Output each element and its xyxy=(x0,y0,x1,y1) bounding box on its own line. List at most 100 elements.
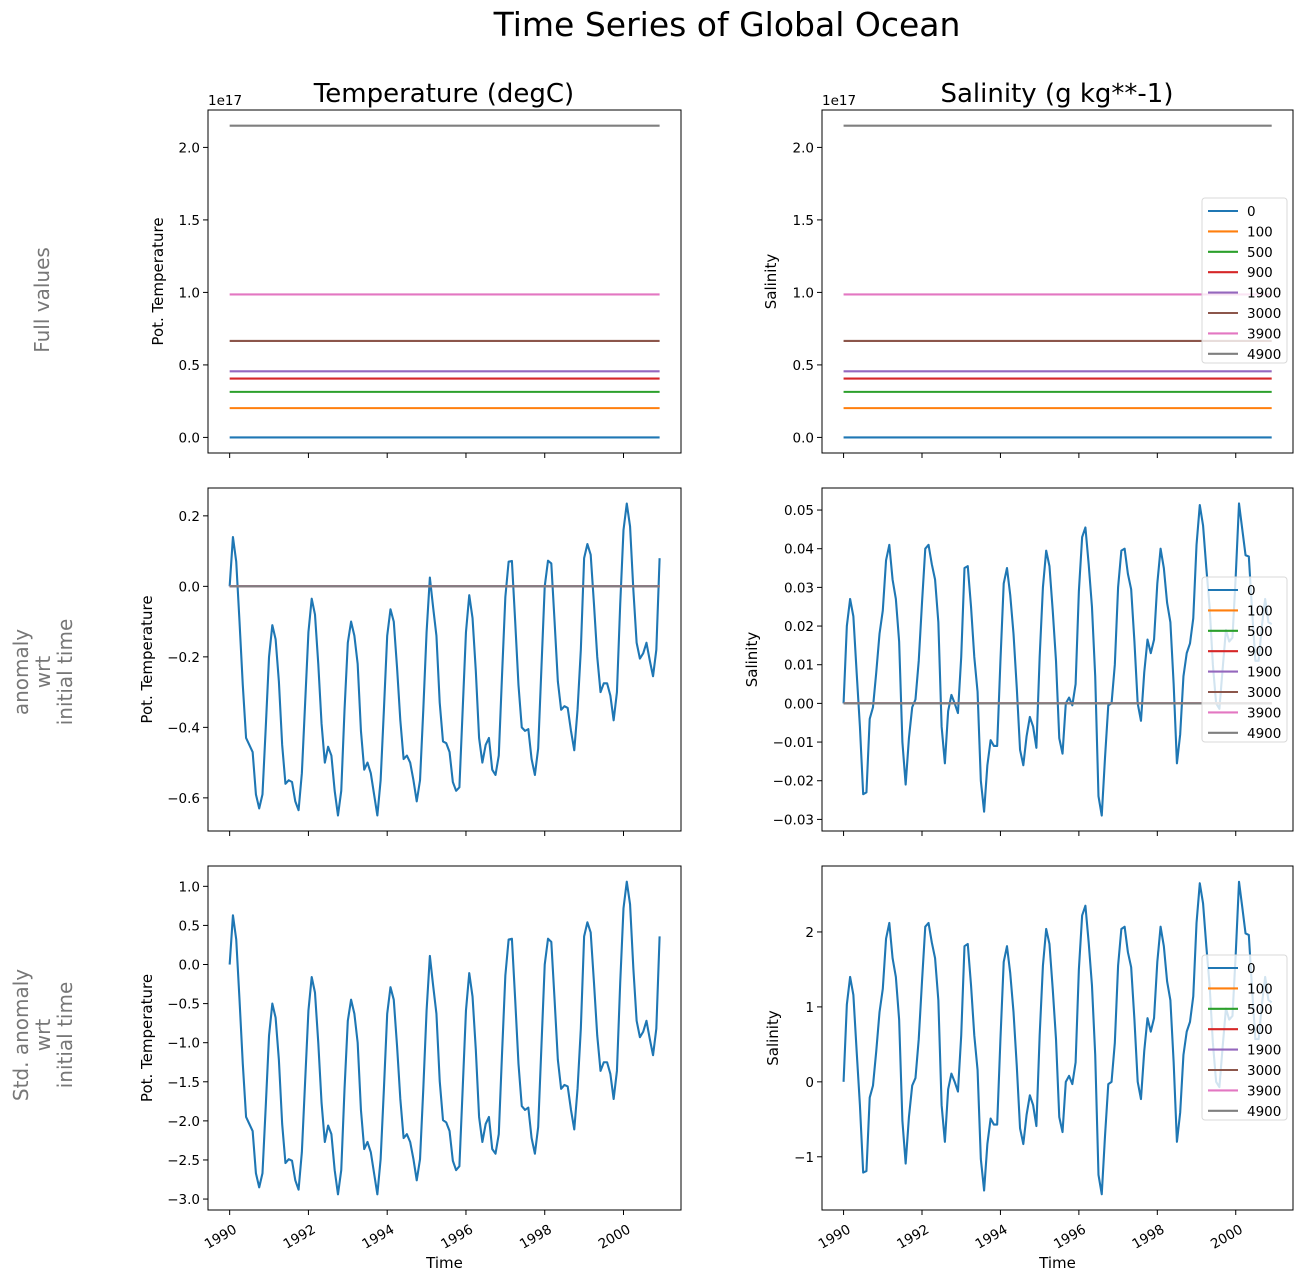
row-label-line: anomaly xyxy=(9,629,33,715)
column-title-temperature: Temperature (degC) xyxy=(313,79,574,109)
y-tick-label: 1.5 xyxy=(179,213,200,229)
row-label-line: Std. anomaly xyxy=(9,969,33,1101)
legend-item-100: 100 xyxy=(1208,981,1273,997)
legend-item-3000: 3000 xyxy=(1208,1063,1281,1079)
y-tick-label: 1.0 xyxy=(179,285,200,301)
row-label-anomaly: anomaly wrt initial time xyxy=(9,619,77,726)
y-tick-label: 1 xyxy=(805,1000,814,1016)
row-label-line: Full values xyxy=(30,247,54,353)
y-axis-label: Pot. Temperature xyxy=(138,595,156,723)
legend-item-0: 0 xyxy=(1208,961,1256,977)
y-tick-label: 2.0 xyxy=(793,140,814,156)
x-tick-label: 1990 xyxy=(816,1222,854,1253)
y-tick-label: 2.0 xyxy=(179,140,200,156)
y-tick-label: 0.0 xyxy=(793,430,814,446)
panel-1-0: −0.6 −0.4 −0.2 0.0 0.2 Pot. Temperature xyxy=(138,487,682,836)
y-tick-label: 0 xyxy=(805,1075,814,1091)
panel-1-1: −0.03 −0.02 −0.01 0.00 0.01 0.02 0.03 0.04 0.05 S… xyxy=(743,487,1294,836)
legend-label: 4900 xyxy=(1247,347,1281,363)
legend-item-4900: 4900 xyxy=(1208,347,1281,363)
legend-label: 0 xyxy=(1247,204,1256,220)
x-tick-label: 1992 xyxy=(281,1222,319,1253)
x-tick-label: 1996 xyxy=(1051,1222,1089,1253)
legend-item-900: 900 xyxy=(1208,1022,1273,1038)
x-axis-label: Time xyxy=(1038,1254,1076,1272)
y-axis-label: Pot. Temperature xyxy=(138,974,156,1102)
y-tick-label: −0.03 xyxy=(773,812,814,828)
legend-label: 500 xyxy=(1247,624,1273,640)
y-tick-label: 0.2 xyxy=(179,509,200,525)
row-label-line: wrt xyxy=(31,656,55,689)
legend-label: 4900 xyxy=(1247,726,1281,742)
y-offset-text: 1e17 xyxy=(822,93,856,109)
y-tick-label: −0.5 xyxy=(167,997,200,1013)
legend-item-900: 900 xyxy=(1208,644,1273,660)
legend-label: 4900 xyxy=(1247,1104,1281,1120)
legend-label: 500 xyxy=(1247,1002,1273,1018)
legend-label: 900 xyxy=(1247,265,1273,281)
axes-frame xyxy=(821,109,1294,454)
y-tick-label: 1.0 xyxy=(179,879,200,895)
axes-frame xyxy=(821,487,1294,832)
legend-label: 100 xyxy=(1247,224,1273,240)
y-tick-label: 0.05 xyxy=(784,503,814,519)
legend-item-3900: 3900 xyxy=(1208,326,1281,342)
legend-item-3000: 3000 xyxy=(1208,306,1281,322)
x-tick-label: 1994 xyxy=(359,1222,397,1253)
axes-frame xyxy=(821,865,1294,1211)
legend-item-0: 0 xyxy=(1208,583,1256,599)
legend-box xyxy=(1201,197,1288,364)
axes-frame xyxy=(207,487,682,832)
legend: 0 100 500 900 1900 3000 3900 4900 xyxy=(1201,576,1288,743)
legend: 0 100 500 900 1900 3000 3900 4900 xyxy=(1201,954,1288,1121)
y-tick-label: 0.04 xyxy=(784,542,814,558)
y-tick-label: −0.6 xyxy=(167,791,200,807)
x-tick-label: 2000 xyxy=(596,1222,634,1253)
legend-label: 3000 xyxy=(1247,306,1281,322)
legend-item-500: 500 xyxy=(1208,1002,1273,1018)
legend-item-0: 0 xyxy=(1208,204,1256,220)
legend-label: 1900 xyxy=(1247,665,1281,681)
panel-0-1: 0.0 0.5 1.0 1.5 2.0 1e17 Salinity 0 100 500 900 190… xyxy=(762,93,1294,458)
legend-item-500: 500 xyxy=(1208,245,1273,261)
legend-label: 100 xyxy=(1247,981,1273,997)
legend-item-500: 500 xyxy=(1208,624,1273,640)
legend-label: 900 xyxy=(1247,644,1273,660)
legend-label: 0 xyxy=(1247,583,1256,599)
legend-label: 100 xyxy=(1247,603,1273,619)
panel-2-1: −1 0 1 2 1990 1992 1994 1996 1998 2000 Salinity Tim… xyxy=(764,865,1294,1272)
legend-box xyxy=(1201,576,1288,743)
legend-item-4900: 4900 xyxy=(1208,1104,1281,1120)
y-tick-label: −0.4 xyxy=(167,720,200,736)
y-tick-label: −3.0 xyxy=(167,1192,200,1208)
legend-label: 1900 xyxy=(1247,286,1281,302)
legend-item-3900: 3900 xyxy=(1208,705,1281,721)
x-tick-label: 1998 xyxy=(517,1222,555,1253)
panels: 0.0 0.5 1.0 1.5 2.0 1e17 Pot. Temperature 0.0 0.… xyxy=(138,93,1294,1272)
row-label-line: wrt xyxy=(31,1019,55,1052)
axes-frame xyxy=(207,865,682,1211)
legend-label: 500 xyxy=(1247,245,1273,261)
y-tick-label: 0.03 xyxy=(784,580,814,596)
legend-label: 3000 xyxy=(1247,1063,1281,1079)
y-tick-label: −2.0 xyxy=(167,1114,200,1130)
series-line-0 xyxy=(842,502,1273,817)
legend-label: 1900 xyxy=(1247,1043,1281,1059)
row-label-full-values: Full values xyxy=(30,247,54,353)
y-tick-label: −0.02 xyxy=(773,774,814,790)
row-label-std-anomaly: Std. anomaly wrt initial time xyxy=(9,969,77,1101)
figure-title: Time Series of Global Ocean xyxy=(493,5,961,44)
legend-item-1900: 1900 xyxy=(1208,1043,1281,1059)
y-tick-label: 1.5 xyxy=(793,213,814,229)
y-tick-label: 0.0 xyxy=(179,579,200,595)
legend-label: 3900 xyxy=(1247,705,1281,721)
x-tick-label: 1990 xyxy=(202,1222,240,1253)
y-axis-label: Salinity xyxy=(743,632,761,688)
y-tick-label: 0.5 xyxy=(793,358,814,374)
y-tick-label: 0.5 xyxy=(179,918,200,934)
legend-item-900: 900 xyxy=(1208,265,1273,281)
y-tick-label: 0.02 xyxy=(784,619,814,635)
x-tick-label: 1994 xyxy=(973,1222,1011,1253)
legend-label: 3000 xyxy=(1247,685,1281,701)
